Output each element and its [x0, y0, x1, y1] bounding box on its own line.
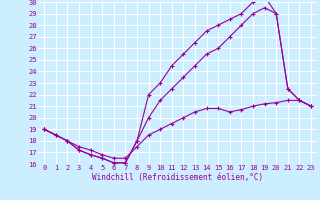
X-axis label: Windchill (Refroidissement éolien,°C): Windchill (Refroidissement éolien,°C) — [92, 173, 263, 182]
